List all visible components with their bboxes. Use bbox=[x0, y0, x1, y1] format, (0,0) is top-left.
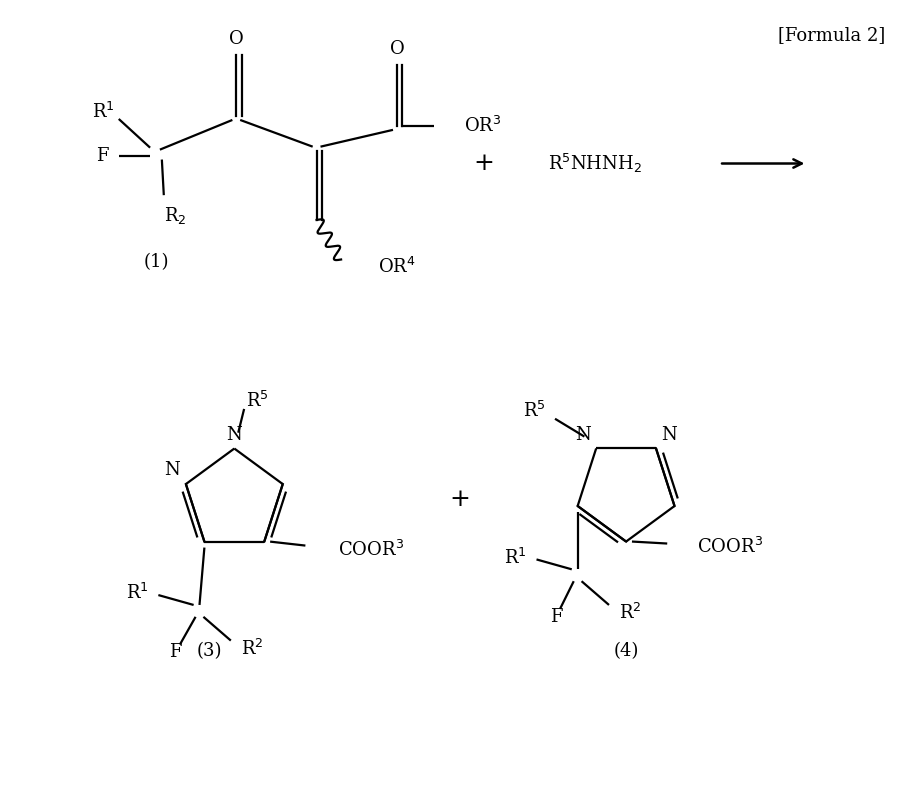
Text: N: N bbox=[661, 426, 677, 443]
Text: F: F bbox=[96, 147, 109, 164]
Text: N: N bbox=[164, 461, 180, 479]
Text: R$_2$: R$_2$ bbox=[164, 205, 187, 226]
Text: R$^1$: R$^1$ bbox=[92, 102, 114, 122]
Text: O: O bbox=[229, 30, 243, 48]
Text: (4): (4) bbox=[614, 642, 639, 660]
Text: COOR$^3$: COOR$^3$ bbox=[696, 537, 762, 557]
Text: R$^5$NHNH$_2$: R$^5$NHNH$_2$ bbox=[548, 152, 642, 175]
Text: O: O bbox=[389, 39, 405, 58]
Text: F: F bbox=[168, 643, 181, 662]
Text: R$^2$: R$^2$ bbox=[619, 603, 642, 623]
Text: OR$^3$: OR$^3$ bbox=[463, 116, 501, 136]
Text: OR$^4$: OR$^4$ bbox=[378, 257, 416, 277]
Text: R$^1$: R$^1$ bbox=[505, 547, 527, 567]
Text: R$^1$: R$^1$ bbox=[126, 583, 149, 603]
Text: +: + bbox=[474, 152, 495, 175]
Text: N: N bbox=[576, 426, 591, 443]
Text: (3): (3) bbox=[197, 642, 223, 660]
Text: R$^5$: R$^5$ bbox=[246, 391, 268, 411]
Text: N: N bbox=[226, 426, 242, 443]
Text: F: F bbox=[550, 608, 562, 625]
Text: [Formula 2]: [Formula 2] bbox=[778, 26, 886, 44]
Text: +: + bbox=[450, 488, 470, 512]
Text: COOR$^3$: COOR$^3$ bbox=[338, 539, 404, 559]
Text: R$^5$: R$^5$ bbox=[523, 401, 545, 421]
Text: R$^2$: R$^2$ bbox=[241, 638, 263, 659]
Text: (1): (1) bbox=[143, 253, 168, 272]
